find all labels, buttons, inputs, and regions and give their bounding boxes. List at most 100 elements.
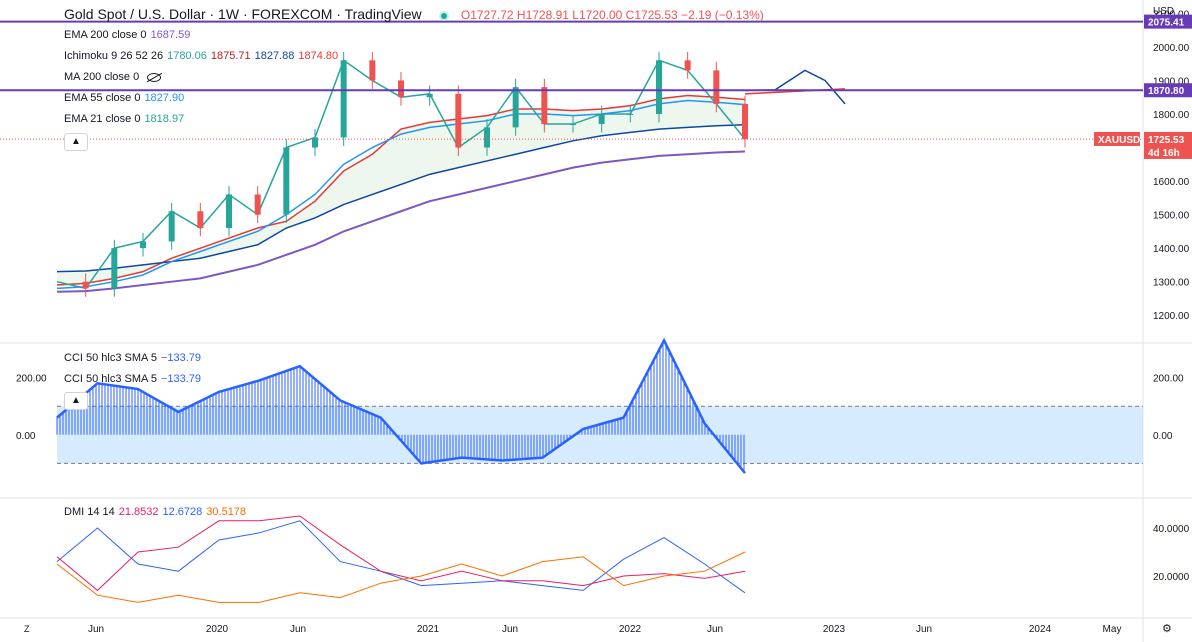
candle-body [570,124,576,126]
time-axis-label: 2024 [1029,624,1052,635]
zoom-reset-icon: Z [24,624,30,634]
legend-value: 1827.90 [144,92,185,104]
dmi-series-line [56,515,746,592]
legend-value: 1818.97 [144,113,185,125]
cci-line [56,337,746,474]
time-axis-label: Jun [290,624,306,635]
candle-body [312,137,318,148]
time-axis-label: Jun [916,624,932,635]
candle-body [168,211,175,242]
legend-row[interactable]: EMA 200 close 0 1687.59 [64,29,190,41]
time-axis-label: Jun [88,624,104,635]
price-tick-label: 1900.00 [1153,76,1190,87]
dmi-tick-label: 20.0000 [1153,572,1190,583]
candle-body [197,211,204,229]
legend-row[interactable]: DMI 14 14 21.8532 12.6728 30.5178 [64,506,246,518]
chart-header: Gold Spot / U.S. Dollar · 1W · FOREXCOM … [64,6,764,22]
candle-body [684,60,691,71]
bar-countdown-label [1144,144,1192,159]
legend-label: EMA 21 close 0 [64,113,141,125]
bar-countdown-label-text: 4d 16h [1148,148,1180,159]
price-tick-label: 2000.00 [1153,43,1190,54]
candle-body [426,93,433,98]
price-tick-label: 1200.00 [1153,311,1190,322]
candle-body [484,127,490,148]
price-label-1870-text: 1870.80 [1148,86,1185,97]
legend-row[interactable]: Ichimoku 9 26 52 26 1780.06 1875.71 1827.88… [64,50,338,62]
legend-label: CCI 50 hlc3 SMA 5 [64,373,157,385]
symbol-price-tag-text: XAUUSD [1098,135,1140,146]
legend-row[interactable]: MA 200 close 0 [64,71,162,83]
legend-value: 1687.59 [150,29,191,41]
time-axis-label: 2020 [206,624,229,635]
last-price-label-text: 1725.53 [1148,135,1185,146]
legend-value: 21.8532 [118,506,159,518]
time-axis-label: 2022 [619,624,642,635]
ohlc-readout: O1727.72 H1728.91 L1720.00 C1725.53 −2.1… [460,8,764,22]
last-price-label [1144,131,1192,146]
price-tick-label: 1500.00 [1153,211,1190,222]
price-tick-label: 1400.00 [1153,244,1190,255]
cci-left-tick-label: 200.00 [16,374,47,385]
candle-body [82,281,89,289]
legend-value: 1874.80 [298,50,339,62]
currency-label: USD [1153,6,1174,17]
dmi-series-line [56,520,746,594]
hidden-eye-icon[interactable] [147,72,162,82]
time-axis-label: 2023 [823,624,846,635]
collapse-legend-button[interactable]: ▲ [64,133,88,151]
candle-body [398,80,404,98]
legend-value: −133.79 [160,373,202,385]
collapse-cci-legend-button[interactable]: ▲ [64,392,88,410]
price-tick-label: 1300.00 [1153,278,1190,289]
candle-body [713,70,720,104]
legend-label: DMI 14 14 [64,506,115,518]
legend-value: 1780.06 [167,50,207,62]
candle-body [340,60,347,138]
legend-value: 1875.71 [210,50,251,62]
candle-body [369,60,376,81]
time-axis-label: 2021 [417,624,440,635]
legend-row[interactable]: EMA 55 close 0 1827.90 [64,92,184,104]
price-tick-label: 1800.00 [1153,110,1190,121]
dmi-tick-label: 40.0000 [1153,524,1190,535]
symbol-title[interactable]: Gold Spot / U.S. Dollar · 1W · FOREXCOM … [64,6,422,22]
legend-value: 1827.88 [254,50,295,62]
dmi-series-line [56,551,746,603]
legend-row[interactable]: EMA 21 close 0 1818.97 [64,113,184,125]
time-axis-label: Jun [707,624,723,635]
legend-row[interactable]: CCI 50 hlc3 SMA 5 −133.79 [64,352,201,364]
time-axis-label: Jun [502,624,518,635]
market-status-dot [439,10,450,21]
candle-body [254,194,261,215]
legend-row[interactable]: CCI 50 hlc3 SMA 5 −133.79 [64,373,201,385]
legend-label: EMA 55 close 0 [64,92,141,104]
legend-value: 30.5178 [206,506,247,518]
cci-tick-label: 200.00 [1153,374,1184,385]
time-axis-label: May [1103,624,1122,635]
legend-value: −133.79 [160,352,202,364]
candle-body [283,147,290,215]
settings-gear-icon: ⚙ [1162,623,1172,635]
cci-left-tick-label: 0.00 [16,431,36,442]
candle-body [742,103,748,140]
price-tick-label: 1600.00 [1153,177,1190,188]
symbol-price-tag [1094,131,1140,146]
candle-body [455,93,462,148]
legend-label: Ichimoku 9 26 52 26 [64,50,164,62]
candle-body [111,248,118,289]
legend-value: 12.6728 [162,506,203,518]
cci-band-fill [57,406,1143,464]
candle-body [226,194,232,229]
cci-tick-label: 0.00 [1153,431,1173,442]
candle-body [627,113,634,115]
legend-label: CCI 50 hlc3 SMA 5 [64,352,157,364]
legend-label: EMA 200 close 0 [64,29,147,41]
price-series-line [56,150,746,293]
candle-body [598,113,605,125]
candle-body [140,241,146,249]
legend-label: MA 200 close 0 [64,71,140,83]
price-label-2075-text: 2075.41 [1148,18,1185,29]
